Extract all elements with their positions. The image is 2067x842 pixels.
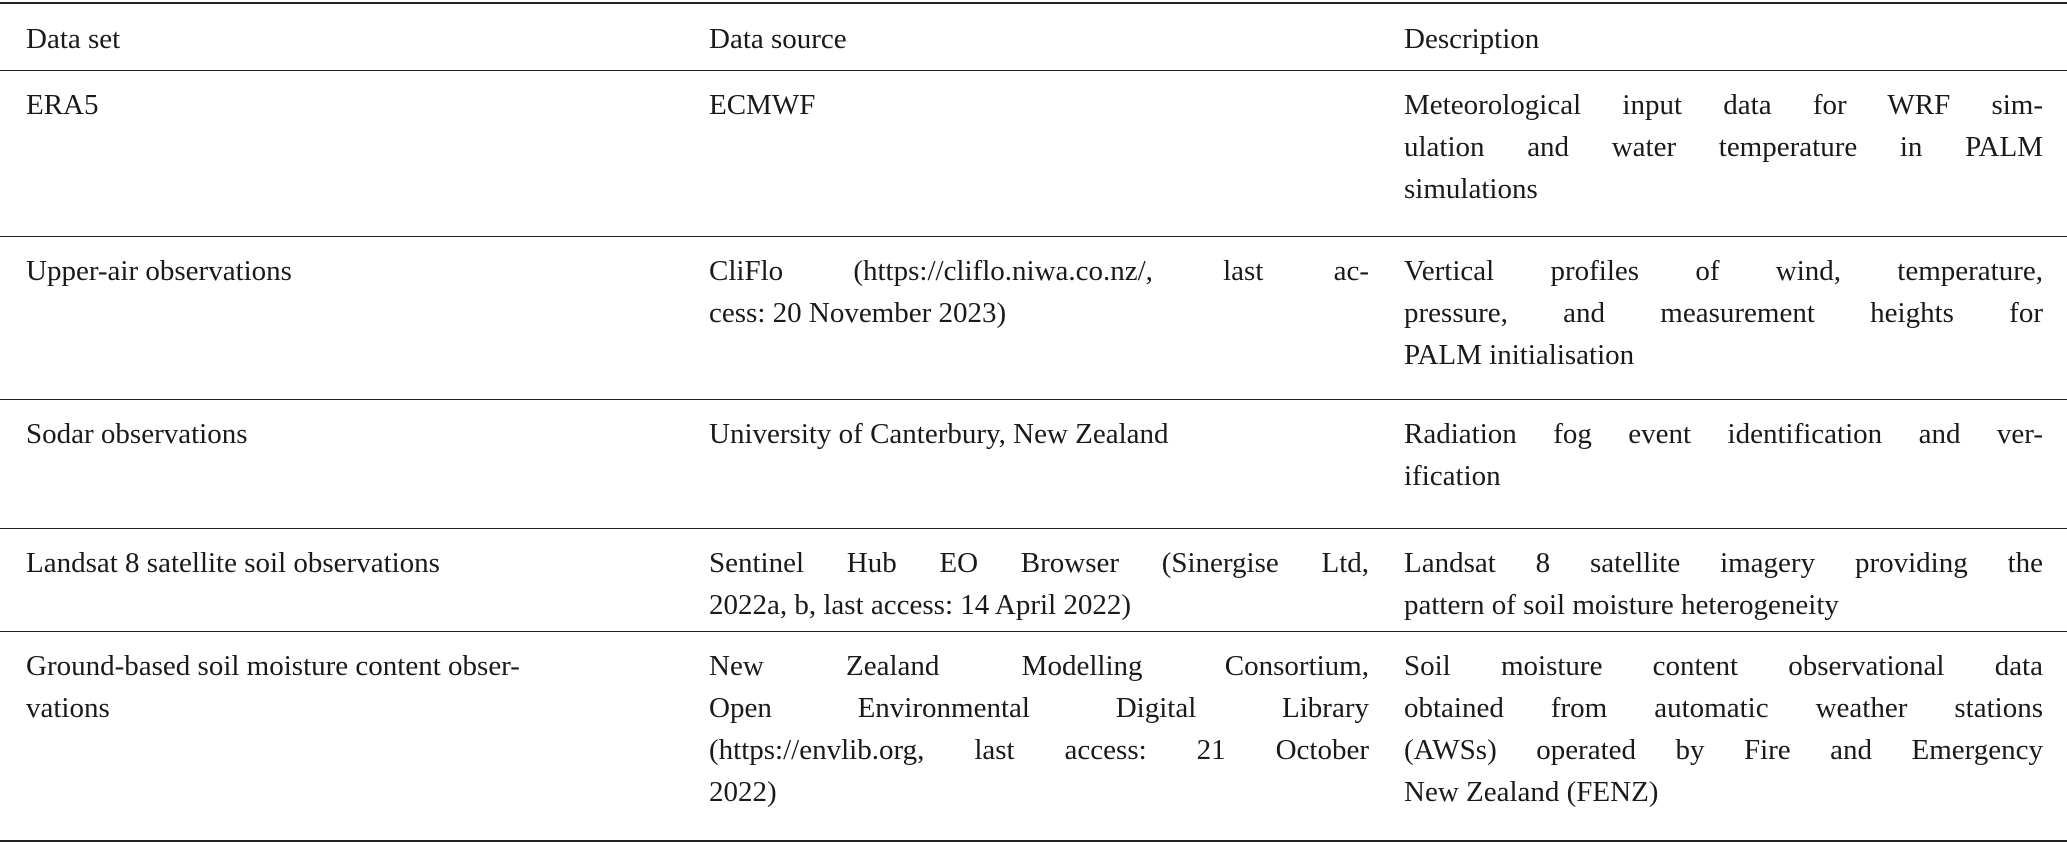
cell-text-line: University of Canterbury, New Zealand: [709, 418, 1169, 450]
header-label: Data source: [709, 23, 847, 55]
table-row: Landsat 8 satellite soil observations Sen…: [0, 529, 2067, 632]
header-description: Description: [1404, 18, 2043, 60]
cell-text-line: Landsat 8 satellite soil observations: [26, 547, 440, 579]
cell-data-source: ECMWF: [709, 84, 1369, 126]
cell-text-line: PALM initialisation: [1404, 339, 1635, 371]
cell-text-line: New Zealand Modelling Consortium,: [709, 650, 1369, 682]
cell-text-line: (AWSs) operated by Fire and Emergency: [1404, 734, 2043, 766]
cell-text-line: ECMWF: [709, 89, 816, 121]
table-row: ERA5 ECMWF Meteorological input data for W…: [0, 71, 2067, 237]
cell-text-line: pattern of soil moisture heterogeneity: [1404, 589, 1839, 621]
cell-description: Soil moisture content observational data…: [1404, 645, 2043, 813]
cell-data-set: ERA5: [26, 84, 686, 126]
table-row: Sodar observations University of Canterbu…: [0, 400, 2067, 529]
cell-data-source: University of Canterbury, New Zealand: [709, 413, 1369, 455]
cell-data-set: Sodar observations: [26, 413, 686, 455]
cell-text-line: Meteorological input data for WRF sim-: [1404, 89, 2043, 121]
header-data-source: Data source: [709, 18, 1369, 60]
cell-text-line: Open Environmental Digital Library: [709, 692, 1369, 724]
cell-text-line: CliFlo (https://cliflo.niwa.co.nz/, last…: [709, 255, 1369, 287]
cell-text-line: Vertical profiles of wind, temperature,: [1404, 255, 2043, 287]
cell-description: Meteorological input data for WRF sim-ul…: [1404, 84, 2043, 210]
header-data-set: Data set: [26, 18, 686, 60]
cell-text-line: Landsat 8 satellite imagery providing th…: [1404, 547, 2043, 579]
cell-description: Radiation fog event identification and v…: [1404, 413, 2043, 497]
cell-text-line: Upper-air observations: [26, 255, 292, 287]
cell-text-line: pressure, and measurement heights for: [1404, 297, 2043, 329]
table-row: Upper-air observations CliFlo (https://cl…: [0, 237, 2067, 400]
cell-text-line: Soil moisture content observational data: [1404, 650, 2043, 682]
table-row: Ground-based soil moisture content obser…: [0, 632, 2067, 842]
cell-description: Landsat 8 satellite imagery providing th…: [1404, 542, 2043, 626]
header-label: Description: [1404, 23, 1540, 55]
cell-text-line: vations: [26, 692, 110, 724]
cell-text-line: cess: 20 November 2023): [709, 297, 1007, 329]
cell-text-line: ification: [1404, 460, 1501, 492]
cell-text-line: ulation and water temperature in PALM: [1404, 131, 2043, 163]
cell-data-source: Sentinel Hub EO Browser (Sinergise Ltd, 2…: [709, 542, 1369, 626]
cell-data-source: CliFlo (https://cliflo.niwa.co.nz/, last…: [709, 250, 1369, 334]
cell-data-set: Upper-air observations: [26, 250, 686, 292]
cell-text-line: Sentinel Hub EO Browser (Sinergise Ltd,: [709, 547, 1369, 579]
cell-text-line: Sodar observations: [26, 418, 248, 450]
cell-data-set: Landsat 8 satellite soil observations: [26, 542, 686, 584]
cell-text-line: Ground-based soil moisture content obser…: [26, 650, 520, 682]
cell-text-line: 2022a, b, last access: 14 April 2022): [709, 589, 1132, 621]
cell-text-line: simulations: [1404, 173, 1538, 205]
cell-data-set: Ground-based soil moisture content obser…: [26, 645, 686, 729]
cell-text-line: 2022): [709, 776, 777, 808]
header-label: Data set: [26, 23, 121, 55]
cell-data-source: New Zealand Modelling Consortium, Open En…: [709, 645, 1369, 813]
cell-text-line: New Zealand (FENZ): [1404, 776, 1659, 808]
cell-text-line: ERA5: [26, 89, 99, 121]
cell-description: Vertical profiles of wind, temperature, p…: [1404, 250, 2043, 376]
header-row: Data set Data source Description: [0, 4, 2067, 71]
cell-text-line: Radiation fog event identification and v…: [1404, 418, 2043, 450]
cell-text-line: obtained from automatic weather stations: [1404, 692, 2043, 724]
cell-text-line: (https://envlib.org, last access: 21 Oct…: [709, 734, 1369, 766]
